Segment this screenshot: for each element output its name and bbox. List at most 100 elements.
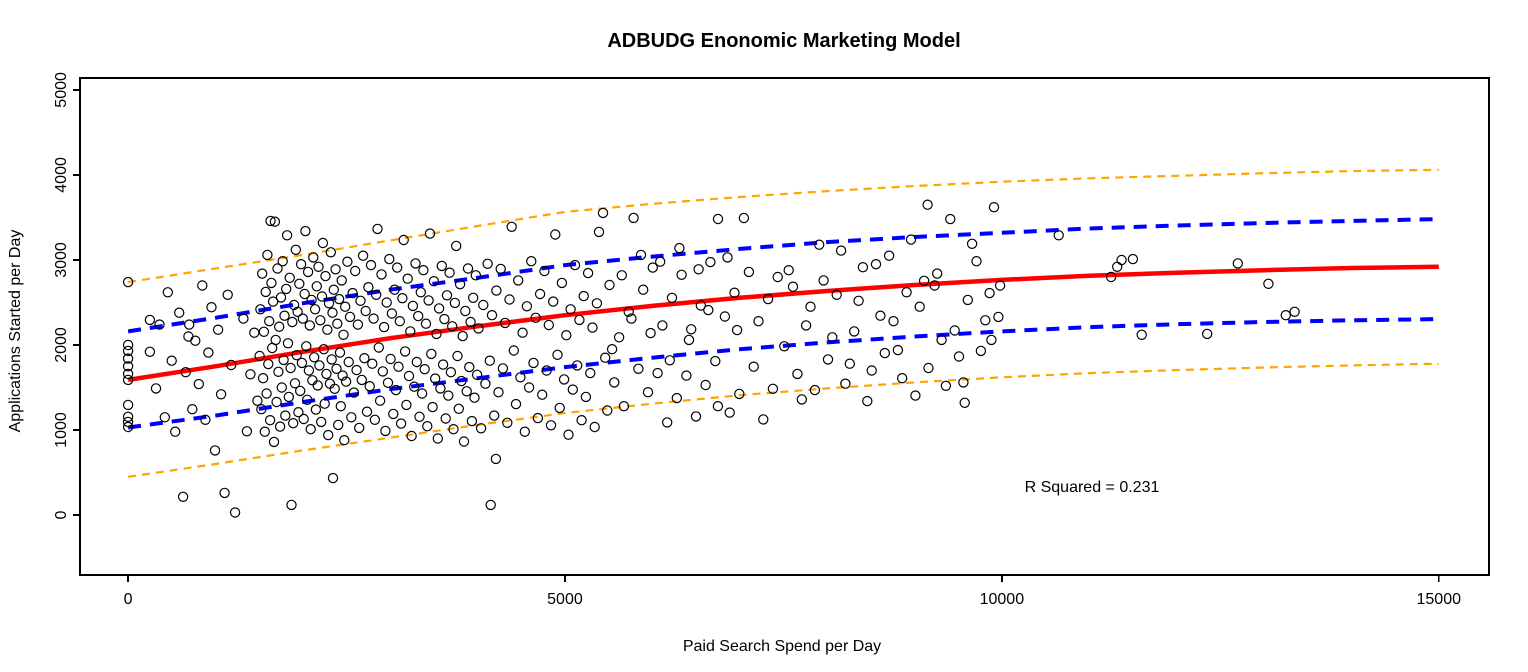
data-point <box>504 294 515 305</box>
data-point <box>809 384 821 396</box>
data-point <box>666 292 678 303</box>
data-point <box>949 325 960 336</box>
data-point <box>499 317 511 329</box>
data-point <box>388 408 399 420</box>
data-point <box>329 383 340 394</box>
data-point <box>443 390 454 401</box>
data-point <box>710 355 721 367</box>
data-point <box>420 318 432 329</box>
data-point <box>486 310 498 321</box>
data-point <box>309 352 320 363</box>
data-point <box>267 296 279 307</box>
data-point <box>719 311 731 322</box>
data-point <box>245 369 256 380</box>
data-point <box>722 252 733 263</box>
data-point <box>569 259 581 271</box>
data-point <box>932 268 943 279</box>
scatter-points-group <box>122 199 1300 518</box>
data-point <box>616 270 628 281</box>
data-point <box>597 207 609 219</box>
prediction-upper <box>127 168 1439 284</box>
data-point <box>187 404 198 415</box>
data-point <box>281 283 292 295</box>
data-point <box>439 313 450 325</box>
data-point <box>122 345 134 357</box>
data-point <box>162 287 173 298</box>
data-point <box>537 389 548 400</box>
data-point <box>495 263 506 275</box>
data-point <box>550 229 561 240</box>
data-point <box>447 321 458 332</box>
data-point <box>280 410 291 421</box>
data-point <box>591 298 603 309</box>
data-point <box>384 253 395 265</box>
data-point <box>585 367 596 379</box>
chart-title: ADBUDG Enonomic Marketing Model <box>607 30 960 52</box>
data-point <box>381 297 392 308</box>
data-point <box>288 299 300 311</box>
data-point <box>517 327 528 338</box>
data-point <box>805 301 816 312</box>
data-point <box>290 244 301 255</box>
data-point <box>1136 329 1147 340</box>
data-point <box>703 304 714 316</box>
data-point <box>368 313 379 324</box>
data-point <box>338 329 349 340</box>
data-point <box>285 362 296 374</box>
data-point <box>671 392 683 404</box>
data-point <box>523 382 535 393</box>
data-point <box>493 387 504 398</box>
data-point <box>351 364 362 376</box>
data-point <box>468 292 479 303</box>
data-point <box>389 284 400 295</box>
data-point <box>541 365 552 376</box>
data-point <box>269 216 281 227</box>
data-point <box>683 334 695 346</box>
data-point <box>337 370 348 381</box>
data-point <box>1105 271 1117 283</box>
data-point <box>407 300 419 312</box>
data-point <box>406 430 417 442</box>
data-point <box>350 265 361 277</box>
data-point <box>410 258 421 269</box>
data-point <box>321 368 332 380</box>
data-point <box>572 360 583 371</box>
data-point <box>295 385 306 397</box>
data-point <box>393 361 404 372</box>
data-point <box>508 345 519 356</box>
data-point <box>748 361 759 372</box>
data-point <box>436 260 447 272</box>
data-point <box>814 239 825 250</box>
data-point <box>302 266 314 278</box>
data-point <box>831 289 842 300</box>
data-point <box>539 265 550 277</box>
data-point <box>642 387 654 398</box>
data-point <box>334 347 346 358</box>
data-point <box>314 360 325 371</box>
data-point <box>724 407 735 418</box>
data-point <box>690 411 702 422</box>
data-point <box>346 412 357 423</box>
data-point <box>984 287 995 299</box>
data-point <box>676 269 687 280</box>
data-point <box>556 277 568 289</box>
data-point <box>456 375 467 387</box>
data-point <box>563 429 574 440</box>
data-point <box>416 388 428 399</box>
data-point <box>376 269 387 280</box>
data-point <box>281 230 293 241</box>
data-point <box>288 418 299 429</box>
adbudg-fit-line <box>127 264 1439 383</box>
data-point <box>342 256 353 267</box>
data-point <box>657 320 668 331</box>
data-point <box>241 426 253 437</box>
data-point <box>206 302 217 313</box>
data-point <box>800 320 812 331</box>
data-point <box>203 347 214 358</box>
data-point <box>274 321 285 332</box>
data-point <box>317 237 329 249</box>
data-point <box>273 366 284 377</box>
data-point <box>580 391 592 403</box>
data-point <box>364 381 375 392</box>
